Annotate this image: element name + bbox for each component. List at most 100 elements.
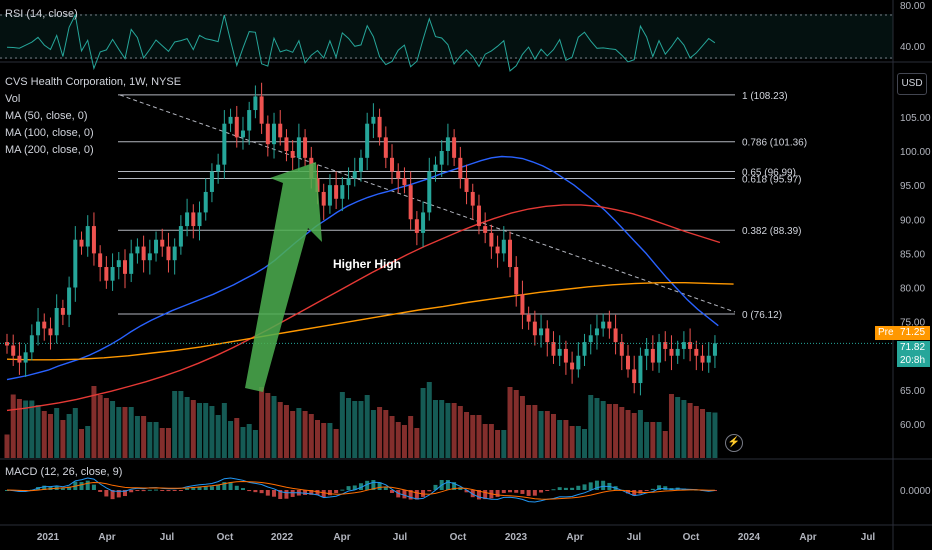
candle-body [240, 130, 245, 138]
macd-histogram-bar [464, 490, 469, 493]
macd-histogram-bar [79, 482, 84, 490]
annotations[interactable]: Higher High [245, 162, 401, 392]
candle-body [265, 123, 270, 145]
candle-body [346, 178, 351, 186]
volume-bar [54, 408, 60, 458]
macd-histogram-bar [638, 490, 643, 494]
macd-histogram-bar [532, 490, 537, 496]
candle-body [11, 345, 16, 356]
candle-body [284, 137, 289, 151]
candle-body [694, 348, 699, 356]
currency-button[interactable]: USD [897, 73, 927, 95]
macd-histogram-bar [551, 489, 556, 491]
candle-body [576, 355, 581, 370]
volume-bar [445, 403, 451, 458]
moving-averages [6, 155, 734, 412]
volume-bar [159, 428, 165, 458]
x-tick-label: 2021 [37, 532, 60, 543]
candle-body [42, 321, 47, 329]
candle-body [17, 355, 22, 363]
volume-bar [184, 397, 190, 458]
volume-bar [333, 429, 339, 458]
candle-body [104, 267, 109, 281]
legend-vol[interactable]: Vol [5, 93, 21, 105]
candle-body [464, 178, 469, 192]
x-tick-label: Apr [98, 532, 115, 543]
macd-histogram-bar [166, 490, 171, 492]
volume-bar [507, 387, 513, 458]
volume-bar [110, 401, 116, 458]
volume-bar [519, 396, 525, 458]
volume-bar [283, 405, 289, 458]
pre-market-price: 71.25 [897, 326, 930, 340]
volume-bar [290, 411, 296, 458]
candle-body [501, 239, 506, 254]
candle-body [278, 123, 283, 138]
volume-bar [600, 401, 606, 458]
x-tick-label: Jul [160, 532, 175, 543]
candle-body [588, 335, 593, 343]
volume-bar [352, 401, 358, 458]
volume-bar [526, 405, 532, 458]
macd-histogram-bar [147, 489, 152, 491]
y-tick-label: 60.00 [900, 420, 925, 431]
volume-bar [228, 421, 234, 458]
volume-bar [172, 391, 178, 458]
volume-bar [29, 400, 35, 458]
volume-bar [252, 430, 258, 458]
legend-ma50[interactable]: MA (50, close, 0) [5, 110, 88, 122]
volume-bar [538, 411, 544, 458]
macd-histogram-bar [259, 490, 264, 494]
volume-bars [4, 382, 718, 458]
candle-body [160, 239, 165, 247]
candle-body [110, 267, 115, 281]
volume-bar [414, 428, 420, 458]
macd-histogram-bar [377, 482, 382, 490]
candle-body [452, 137, 457, 158]
candle-body [681, 342, 686, 349]
candle-body [327, 185, 332, 206]
candle-body [122, 260, 127, 274]
x-tick-label: Apr [799, 532, 816, 543]
volume-bar [165, 428, 171, 458]
macd-histogram-bar [712, 490, 717, 491]
macd-histogram-bar [433, 484, 438, 490]
candle-body [526, 314, 531, 322]
macd-histogram-bar [160, 490, 165, 491]
pre-market-label: Pre [875, 326, 897, 340]
x-tick-label: 2024 [738, 532, 761, 543]
volume-bar [495, 430, 501, 458]
legend-ma200[interactable]: MA (200, close, 0) [5, 144, 94, 156]
candle-body [203, 191, 208, 213]
volume-bar [631, 413, 637, 458]
candle-body [296, 137, 301, 158]
candle-body [390, 157, 395, 172]
fib-level-label: 0.382 (88.39) [742, 226, 802, 237]
macd-histogram-bar [278, 490, 283, 499]
macd-histogram-bar [570, 487, 575, 490]
macd-pane [5, 477, 717, 503]
candle-body [334, 185, 339, 199]
macd-histogram-bar [284, 490, 289, 499]
ma200-line [6, 282, 734, 361]
candle-body [36, 321, 41, 336]
macd-line [6, 477, 715, 503]
volume-bar [308, 414, 314, 458]
volume-bar [85, 426, 91, 458]
candle-body [619, 342, 624, 356]
lightning-icon[interactable]: ⚡ [725, 434, 743, 452]
candle-body [545, 328, 550, 343]
candle-body [483, 226, 488, 233]
candle-body [663, 342, 668, 349]
legend-symbol[interactable]: CVS Health Corporation, 1W, NYSE [5, 76, 182, 88]
rsi-pane [0, 13, 893, 72]
legend-ma100[interactable]: MA (100, close, 0) [5, 127, 94, 139]
macd-histogram-bar [228, 482, 233, 490]
y-tick-label: 75.00 [900, 318, 925, 329]
fibonacci-retracement[interactable]: 1 (108.23) 0.786 (101.36) 0.65 (96.99)0.61… [118, 91, 807, 321]
macd-histogram-bar [514, 490, 519, 493]
macd-histogram-bar [576, 485, 581, 490]
candle-body [650, 348, 655, 363]
volume-bar [221, 403, 227, 458]
